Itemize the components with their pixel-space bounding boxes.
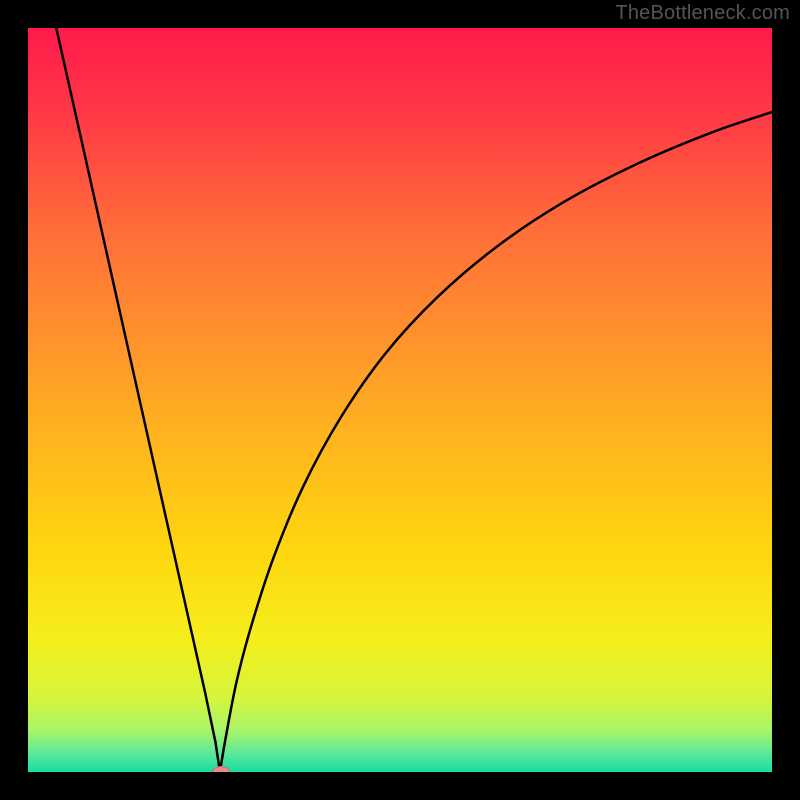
chart-container: TheBottleneck.com <box>0 0 800 800</box>
plot-area <box>28 28 772 772</box>
frame-border-bottom <box>0 772 800 800</box>
bottleneck-curve <box>28 28 772 772</box>
curve-right-branch <box>220 112 772 772</box>
frame-border-right <box>772 0 800 800</box>
curve-left-branch <box>56 28 220 772</box>
frame-border-left <box>0 0 28 800</box>
watermark-text: TheBottleneck.com <box>615 2 790 25</box>
